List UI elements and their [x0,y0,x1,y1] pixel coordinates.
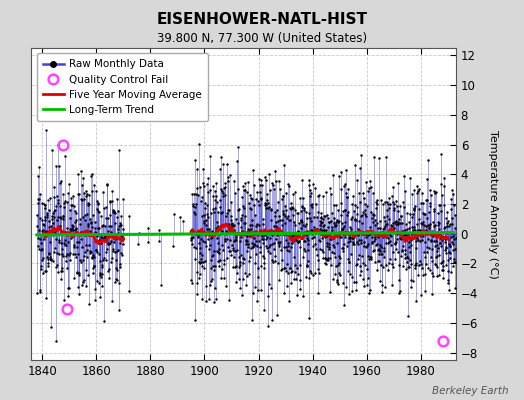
Legend: Raw Monthly Data, Quality Control Fail, Five Year Moving Average, Long-Term Tren: Raw Monthly Data, Quality Control Fail, … [37,53,208,121]
Y-axis label: Temperature Anomaly (°C): Temperature Anomaly (°C) [487,130,498,278]
Text: EISENHOWER-NATL-HIST: EISENHOWER-NATL-HIST [157,12,367,27]
Text: Berkeley Earth: Berkeley Earth [432,386,508,396]
Text: 39.800 N, 77.300 W (United States): 39.800 N, 77.300 W (United States) [157,32,367,45]
